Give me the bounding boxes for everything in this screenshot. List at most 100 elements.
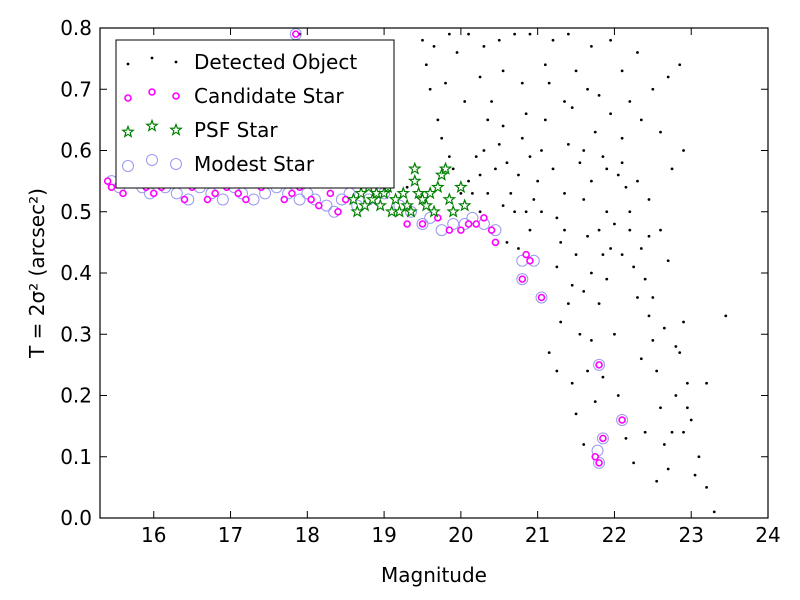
legend-marker bbox=[174, 60, 178, 64]
modest-star-point bbox=[616, 414, 629, 426]
psf-star-point bbox=[446, 204, 461, 218]
detected-object-point bbox=[620, 69, 624, 73]
detected-object-point bbox=[624, 185, 628, 189]
modest-star-point bbox=[535, 291, 548, 304]
legend-item: Detected Object bbox=[126, 50, 357, 74]
detected-object-point bbox=[563, 228, 566, 232]
detected-object-point bbox=[478, 210, 482, 214]
detected-object-point bbox=[624, 436, 628, 440]
detected-object-point bbox=[424, 63, 428, 67]
candidate-star-point bbox=[242, 195, 250, 204]
detected-object-point bbox=[590, 338, 593, 342]
detected-object-point bbox=[478, 173, 482, 177]
detected-object-point bbox=[459, 191, 463, 195]
detected-object-point bbox=[628, 100, 632, 103]
detected-object-point bbox=[605, 167, 609, 171]
psf-star-point bbox=[442, 192, 457, 206]
detected-object-point bbox=[659, 228, 662, 232]
detected-object-point bbox=[632, 461, 636, 465]
candidate-star-point bbox=[599, 434, 607, 443]
detected-object-point bbox=[685, 381, 689, 385]
psf-star-point bbox=[350, 204, 365, 218]
candidate-star-point bbox=[334, 207, 342, 216]
candidate-star-point bbox=[464, 220, 473, 228]
detected-object-point bbox=[659, 130, 662, 134]
y-tick-label: 0.7 bbox=[60, 77, 92, 101]
detected-object-point bbox=[593, 400, 597, 404]
detected-object-point bbox=[501, 124, 505, 128]
candidate-star-point bbox=[537, 293, 546, 302]
candidate-star-point bbox=[280, 195, 289, 204]
detected-object-point bbox=[613, 332, 616, 336]
candidate-star-point bbox=[107, 183, 116, 192]
x-tick-label: 20 bbox=[448, 523, 473, 547]
detected-object-point bbox=[501, 69, 505, 73]
detected-object-point bbox=[482, 44, 486, 48]
candidate-star-point bbox=[518, 275, 527, 283]
detected-object-point bbox=[582, 443, 586, 446]
candidate-star-point bbox=[341, 195, 350, 204]
modest-star-point bbox=[593, 358, 606, 371]
detected-object-point bbox=[470, 191, 474, 195]
y-tick-label: 0.3 bbox=[60, 322, 92, 346]
detected-object-point bbox=[474, 155, 478, 159]
detected-object-point bbox=[497, 38, 501, 42]
candidate-star-point bbox=[315, 201, 323, 210]
detected-object-point bbox=[647, 234, 651, 238]
legend-item: Candidate Star bbox=[124, 84, 344, 108]
detected-object-point bbox=[566, 32, 570, 36]
detected-object-point bbox=[712, 510, 716, 514]
detected-object-point bbox=[570, 106, 574, 110]
candidate-star-point bbox=[180, 195, 189, 204]
psf-star-point bbox=[384, 204, 399, 218]
detected-object-point bbox=[501, 204, 505, 208]
detected-object-point bbox=[440, 136, 444, 140]
psf-star-point bbox=[411, 186, 426, 200]
detected-object-point bbox=[647, 314, 651, 318]
detected-object-point bbox=[528, 32, 532, 36]
detected-object-point bbox=[639, 118, 643, 122]
detected-object-point bbox=[601, 253, 605, 257]
x-tick-label: 24 bbox=[755, 523, 780, 547]
legend-marker bbox=[148, 88, 156, 96]
modest-star-point bbox=[447, 218, 460, 230]
candidate-star-point bbox=[472, 220, 481, 228]
modest-star-point bbox=[596, 432, 609, 445]
detected-object-point bbox=[505, 161, 509, 165]
x-tick-label: 18 bbox=[295, 523, 320, 547]
detected-object-point bbox=[636, 179, 639, 183]
detected-object-point bbox=[570, 381, 574, 385]
detected-object-point bbox=[647, 198, 651, 201]
psf-star-point bbox=[404, 204, 418, 218]
x-tick-label: 23 bbox=[678, 523, 703, 547]
legend-marker bbox=[169, 122, 183, 136]
detected-object-point bbox=[616, 394, 620, 397]
candidate-star-point bbox=[211, 189, 219, 198]
detected-object-point bbox=[651, 296, 655, 299]
detected-object-point bbox=[566, 302, 570, 306]
detected-object-point bbox=[520, 81, 524, 85]
detected-object-point bbox=[432, 44, 436, 48]
detected-object-point bbox=[605, 277, 609, 281]
detected-object-point bbox=[505, 240, 509, 244]
detected-object-point bbox=[559, 240, 563, 244]
detected-object-point bbox=[517, 173, 520, 177]
detected-object-point bbox=[517, 247, 520, 250]
detected-object-point bbox=[693, 473, 697, 477]
candidate-star-point bbox=[457, 226, 465, 234]
psf-star-point bbox=[396, 186, 411, 200]
legend-marker bbox=[146, 154, 158, 166]
detected-object-point bbox=[482, 149, 486, 152]
y-tick-label: 0.0 bbox=[60, 506, 92, 530]
detected-object-point bbox=[705, 381, 708, 385]
detected-object-point bbox=[678, 63, 682, 67]
candidate-star-point bbox=[595, 459, 603, 467]
detected-object-point bbox=[682, 430, 685, 434]
psf-star-point bbox=[365, 192, 380, 206]
detected-object-point bbox=[597, 302, 601, 306]
candidate-star-point bbox=[445, 226, 454, 234]
detected-object-point bbox=[586, 369, 589, 373]
detected-object-point bbox=[601, 375, 605, 379]
